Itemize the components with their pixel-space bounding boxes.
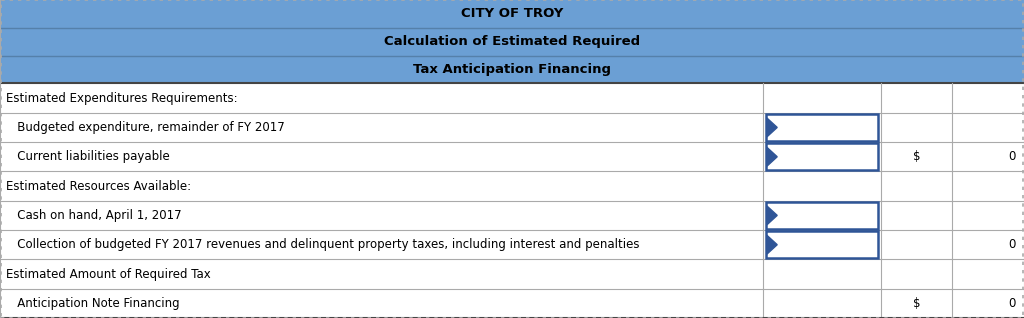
Text: Calculation of Estimated Required: Calculation of Estimated Required xyxy=(384,35,640,48)
Text: Estimated Amount of Required Tax: Estimated Amount of Required Tax xyxy=(6,267,211,280)
Text: CITY OF TROY: CITY OF TROY xyxy=(461,7,563,20)
Bar xyxy=(766,114,878,141)
Bar xyxy=(0,113,1024,142)
Text: Current liabilities payable: Current liabilities payable xyxy=(6,150,170,163)
Polygon shape xyxy=(767,147,777,166)
Polygon shape xyxy=(767,206,777,225)
Bar xyxy=(0,28,1024,56)
Bar xyxy=(0,230,1024,259)
Bar xyxy=(0,171,1024,201)
Bar xyxy=(0,0,1024,28)
Text: Budgeted expenditure, remainder of FY 2017: Budgeted expenditure, remainder of FY 20… xyxy=(6,121,285,134)
Text: Estimated Expenditures Requirements:: Estimated Expenditures Requirements: xyxy=(6,92,238,105)
Bar xyxy=(0,142,1024,171)
Bar xyxy=(0,201,1024,230)
Bar xyxy=(0,84,1024,113)
Text: Estimated Resources Available:: Estimated Resources Available: xyxy=(6,180,191,193)
Text: $: $ xyxy=(912,297,921,310)
Text: 0: 0 xyxy=(1009,238,1016,251)
Text: Anticipation Note Financing: Anticipation Note Financing xyxy=(6,297,180,310)
Text: Cash on hand, April 1, 2017: Cash on hand, April 1, 2017 xyxy=(6,209,182,222)
Bar xyxy=(766,143,878,170)
Bar xyxy=(0,289,1024,318)
Polygon shape xyxy=(767,118,777,137)
Polygon shape xyxy=(767,235,777,254)
Text: 0: 0 xyxy=(1009,297,1016,310)
Bar xyxy=(0,56,1024,84)
Text: 0: 0 xyxy=(1009,150,1016,163)
Bar xyxy=(0,259,1024,289)
Text: $: $ xyxy=(912,150,921,163)
Text: Collection of budgeted FY 2017 revenues and delinquent property taxes, including: Collection of budgeted FY 2017 revenues … xyxy=(6,238,640,251)
Text: Tax Anticipation Financing: Tax Anticipation Financing xyxy=(413,63,611,76)
Bar xyxy=(766,231,878,259)
Bar xyxy=(766,202,878,229)
